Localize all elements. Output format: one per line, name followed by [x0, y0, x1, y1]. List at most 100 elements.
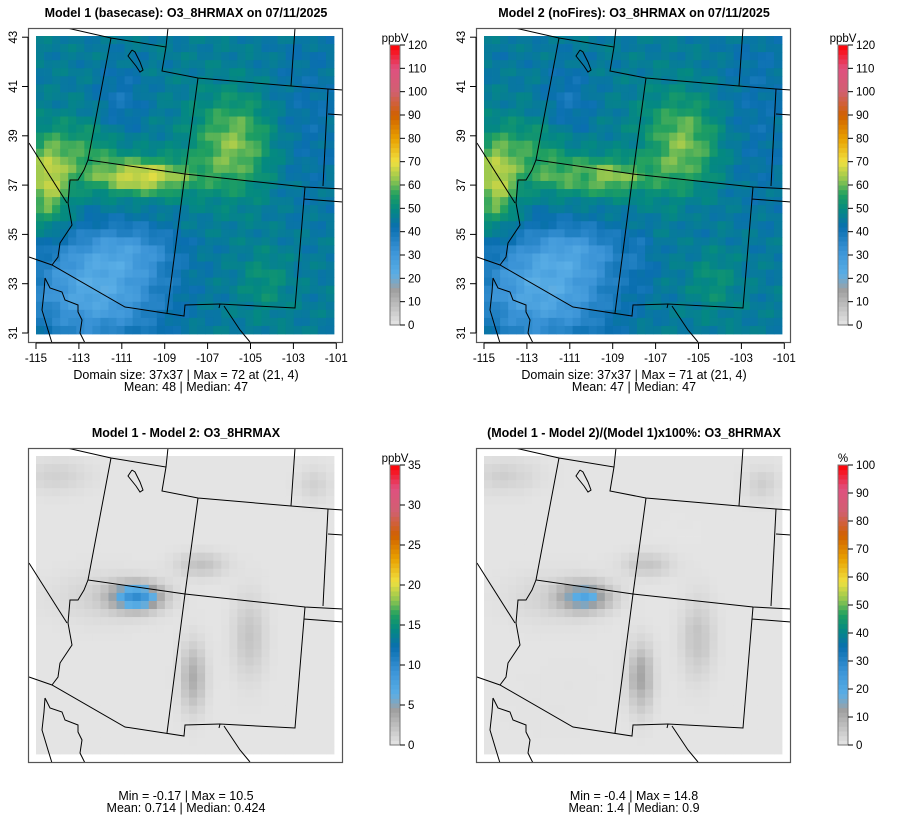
grid-cell: [484, 536, 493, 545]
grid-cell: [717, 189, 727, 198]
grid-cell: [293, 681, 303, 690]
grid-cell: [189, 512, 198, 521]
grid-cell: [612, 221, 622, 230]
grid-cell: [604, 480, 614, 489]
grid-cell: [245, 536, 254, 545]
grid-cell: [205, 496, 214, 505]
grid-cell: [197, 576, 206, 586]
grid-cell: [60, 221, 69, 230]
grid-cell: [556, 52, 565, 61]
lon-tick-label: -105: [239, 353, 262, 365]
grid-cell: [317, 172, 327, 182]
grid-cell: [508, 164, 517, 174]
grid-cell: [733, 172, 743, 182]
grid-cell: [197, 641, 206, 650]
grid-cell: [164, 140, 174, 150]
grid-cell: [132, 681, 142, 690]
grid-cell: [116, 600, 125, 610]
grid-cell: [540, 456, 549, 465]
colorbar-segment: [390, 740, 400, 746]
grid-cell: [628, 68, 638, 77]
grid-cell: [221, 285, 230, 295]
grid-cell: [229, 317, 238, 327]
grid-cell: [765, 472, 775, 481]
grid-cell: [237, 464, 246, 473]
grid-cell: [500, 164, 509, 174]
grid-cell: [309, 84, 319, 93]
grid-cell: [197, 213, 206, 222]
grid-cell: [572, 560, 582, 570]
grid-cell: [68, 213, 77, 222]
grid-cell: [293, 68, 303, 77]
grid-cell: [677, 213, 686, 222]
grid-cell: [140, 641, 150, 650]
grid-cell: [84, 60, 93, 69]
grid-cell: [156, 108, 166, 117]
grid-cell: [100, 189, 109, 198]
grid-cell: [132, 325, 142, 335]
colorbar-segment: [390, 656, 400, 662]
grid-cell: [108, 705, 117, 715]
grid-cell: [516, 189, 525, 198]
grid-cell: [213, 277, 222, 287]
grid-cell: [693, 100, 702, 109]
grid-cell: [773, 221, 783, 230]
grid-cell: [140, 544, 150, 554]
grid-cell: [261, 180, 270, 190]
grid-cell: [604, 92, 614, 101]
grid-cell: [36, 245, 45, 254]
grid-cell: [653, 253, 662, 262]
grid-cell: [661, 132, 670, 142]
grid-cell: [213, 253, 222, 262]
grid-cell: [717, 164, 727, 174]
grid-cell: [701, 197, 710, 206]
grid-cell: [309, 721, 319, 731]
grid-cell: [108, 504, 117, 513]
grid-cell: [237, 576, 246, 586]
grid-cell: [524, 229, 533, 238]
grid-cell: [580, 568, 590, 578]
grid-cell: [556, 245, 565, 254]
grid-cell: [492, 108, 501, 117]
grid-cell: [516, 536, 525, 545]
grid-cell: [645, 488, 654, 497]
border-line: [127, 469, 144, 493]
grid-cell: [52, 189, 61, 198]
grid-cell: [661, 301, 670, 311]
grid-cell: [237, 584, 246, 594]
grid-cell: [189, 641, 198, 650]
grid-cell: [661, 317, 670, 327]
colorbar-segment: [390, 539, 400, 545]
grid-cell: [116, 544, 125, 554]
grid-cell: [44, 172, 53, 182]
grid-cell: [52, 496, 61, 505]
grid-cell: [620, 245, 630, 254]
grid-cell: [245, 164, 254, 174]
grid-cell: [701, 140, 710, 150]
grid-cell: [164, 649, 174, 658]
grid-cell: [68, 713, 77, 723]
grid-cell: [709, 100, 718, 109]
grid-cell: [237, 665, 246, 674]
grid-cell: [773, 560, 783, 570]
grid-cell: [213, 197, 222, 206]
grid-cell: [685, 504, 694, 513]
grid-cell: [701, 317, 710, 327]
grid-cell: [76, 729, 85, 739]
grid-cell: [44, 552, 53, 562]
grid-cell: [604, 504, 614, 513]
grid-cell: [588, 293, 598, 303]
grid-cell: [580, 309, 590, 319]
grid-cell: [317, 729, 327, 739]
grid-cell: [645, 512, 654, 521]
grid-cell: [677, 164, 686, 174]
grid-cell: [148, 76, 158, 85]
grid-cell: [669, 560, 678, 570]
grid-cell: [285, 705, 295, 715]
grid-cell: [548, 253, 557, 262]
grid-cell: [277, 253, 287, 262]
grid-cell: [172, 100, 182, 109]
grid-cell: [76, 641, 85, 650]
grid-cell: [500, 140, 509, 150]
grid-cell: [76, 609, 85, 618]
